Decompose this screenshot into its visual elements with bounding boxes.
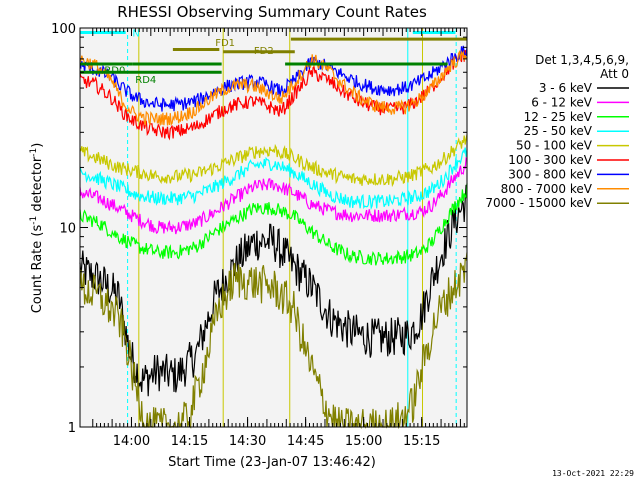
legend-label-4: 50 - 100 keV: [516, 139, 593, 153]
x-axis-label: Start Time (23-Jan-07 13:46:42): [168, 455, 376, 470]
x-tick-label-1515: 15:15: [403, 434, 440, 449]
y-tick-label-100: 100: [51, 22, 76, 37]
y-axis-label: Count Rate (s-1 detector-1): [29, 143, 45, 314]
y-axis-label-exponent-2: -1: [29, 148, 39, 157]
chart-title: RHESSI Observing Summary Count Rates: [117, 3, 427, 21]
annotation-label-fd1: FD1: [215, 38, 235, 49]
legend-label-6: 300 - 800 keV: [508, 167, 592, 181]
plot-area: NFD1FD2RD0RD411010014:0014:1514:3014:451…: [51, 22, 468, 449]
series-line-6: [79, 45, 468, 112]
y-axis-label-prefix: Count Rate (s: [30, 225, 45, 314]
x-tick-label-1445: 14:45: [287, 434, 324, 449]
legend-header-line-2: Att 0: [600, 67, 629, 81]
legend-label-2: 12 - 25 keV: [524, 110, 593, 124]
x-tick-label-1430: 14:30: [229, 434, 266, 449]
x-tick-label-1415: 14:15: [171, 434, 208, 449]
series-line-3: [79, 147, 468, 211]
legend-label-8: 7000 - 15000 keV: [485, 196, 592, 210]
series-line-2: [79, 183, 468, 266]
annotation-label-n: N: [132, 28, 139, 39]
legend-label-7: 800 - 7000 keV: [501, 182, 593, 196]
legend-label-0: 3 - 6 keV: [539, 81, 593, 95]
timestamp: 13-Oct-2021 22:29: [552, 469, 634, 478]
x-tick-label-1500: 15:00: [345, 434, 382, 449]
legend-label-1: 6 - 12 keV: [531, 95, 593, 109]
legend-header-line-1: Det 1,3,4,5,6,9,: [535, 53, 629, 67]
y-axis-label-middle: detector: [30, 156, 45, 216]
y-tick-label-1: 1: [68, 421, 76, 436]
series-line-4: [79, 134, 468, 188]
series-line-0: [79, 184, 468, 397]
annotation-label-fd2: FD2: [254, 46, 274, 57]
series-line-5: [79, 49, 468, 141]
legend-label-3: 25 - 50 keV: [524, 124, 593, 138]
annotation-label-rd4: RD4: [135, 75, 156, 86]
y-axis-label-exponent: -1: [29, 216, 39, 225]
x-tick-label-1400: 14:00: [113, 434, 150, 449]
legend-label-5: 100 - 300 keV: [508, 153, 592, 167]
series-line-7: [79, 49, 468, 127]
y-axis-label-suffix: ): [30, 143, 45, 148]
y-tick-label-10: 10: [59, 222, 76, 237]
series-line-1: [79, 156, 468, 235]
